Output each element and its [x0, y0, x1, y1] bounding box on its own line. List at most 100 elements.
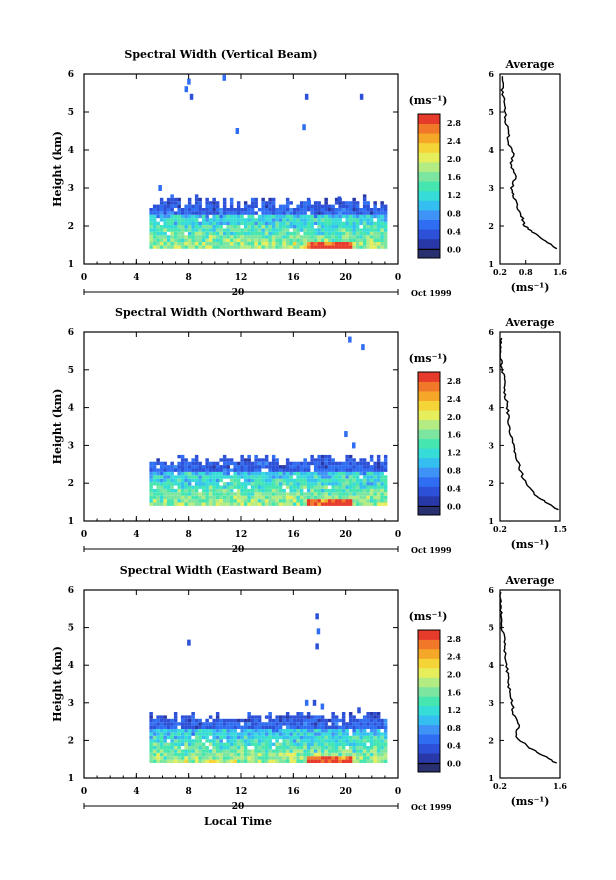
heatmap-cell	[198, 221, 202, 225]
heatmap-cell	[313, 242, 318, 246]
echo-point	[337, 196, 342, 203]
heatmap-cell	[184, 235, 188, 239]
heatmap-cell	[289, 495, 293, 500]
heatmap-cell	[250, 478, 255, 483]
heatmap-cell	[166, 735, 171, 740]
heatmap-cell	[289, 752, 293, 757]
heatmap-cell	[222, 735, 227, 740]
heatmap-cell	[292, 461, 297, 466]
heatmap-cell	[275, 742, 279, 746]
heatmap-cell	[236, 221, 241, 225]
heatmap-cell	[247, 465, 251, 469]
heatmap-cell	[205, 485, 209, 489]
heatmap-cell	[299, 715, 304, 719]
heatmap-cell	[236, 245, 241, 249]
heatmap-cell	[355, 468, 360, 472]
heatmap-cell	[159, 245, 164, 249]
heatmap-cell	[233, 475, 237, 479]
heatmap-cell	[184, 488, 188, 493]
heatmap-cell	[299, 465, 304, 469]
heatmap-cell	[205, 221, 209, 225]
heatmap-cell	[212, 742, 216, 746]
heatmap-cell	[229, 759, 234, 763]
heatmap-cell	[366, 475, 370, 479]
heatmap-cell	[194, 218, 199, 222]
heatmap-cell	[306, 752, 311, 757]
heatmap-cell	[152, 204, 157, 208]
heatmap-cell	[243, 235, 248, 239]
heatmap-cell	[257, 722, 262, 726]
heatmap-cell	[327, 235, 332, 239]
heatmap-cell	[191, 245, 195, 249]
heatmap-cell	[159, 718, 164, 723]
heatmap-cell	[222, 242, 227, 246]
heatmap-cell	[208, 242, 213, 246]
heatmap-cell	[205, 458, 209, 462]
heatmap-cell	[369, 499, 374, 503]
heatmap-cell	[163, 742, 167, 746]
heatmap-cell	[313, 495, 318, 500]
echo-point	[187, 639, 191, 646]
heatmap-cell	[194, 749, 199, 753]
heatmap-cell	[306, 478, 311, 483]
heatmap-cell	[275, 752, 279, 757]
heatmap-cell	[222, 245, 227, 249]
heatmap-cell	[348, 749, 353, 753]
heatmap-cell	[373, 739, 377, 743]
heatmap-cell	[334, 201, 339, 205]
heatmap-cell	[187, 756, 192, 760]
heatmap-cell	[250, 492, 255, 496]
heatmap-cell	[327, 238, 332, 242]
heatmap-cell	[324, 739, 328, 743]
heatmap-cell	[359, 739, 363, 743]
heatmap-cell	[341, 465, 346, 469]
heatmap-cell	[383, 739, 388, 743]
heatmap-cell	[380, 749, 384, 753]
heatmap-cell	[324, 471, 328, 476]
heatmap-cell	[324, 485, 328, 489]
heatmap-cell	[275, 231, 279, 236]
heatmap-cell	[299, 201, 304, 205]
heatmap-cell	[212, 756, 216, 760]
x-tick-label: 8	[186, 530, 192, 540]
heatmap-cell	[352, 752, 356, 757]
heatmap-cell	[310, 482, 314, 486]
heatmap-cell	[334, 242, 339, 246]
echo-point	[344, 431, 348, 438]
heatmap-cell	[184, 752, 188, 757]
heatmap-cell	[331, 465, 335, 469]
heatmap-cell	[341, 471, 346, 476]
heatmap-cell	[306, 221, 311, 225]
heatmap-cell	[201, 245, 206, 249]
y-tick-label: 2	[68, 222, 74, 232]
heatmap-cell	[236, 211, 241, 215]
heatmap-cell	[383, 495, 388, 500]
heatmap-cell	[380, 214, 384, 219]
heatmap-cell	[261, 485, 265, 489]
heatmap-cell	[362, 204, 367, 208]
heatmap-cell	[240, 739, 244, 743]
heatmap-cell	[341, 482, 346, 486]
heatmap-cell	[173, 495, 178, 500]
heatmap-cell	[159, 752, 164, 757]
heatmap-cell	[208, 722, 213, 726]
heatmap-cell	[243, 211, 248, 215]
heatmap-cell	[348, 221, 353, 225]
heatmap-cell	[191, 502, 195, 506]
heatmap-cell	[257, 208, 262, 212]
heatmap-cell	[149, 749, 153, 753]
x-tick-label: 0	[81, 530, 87, 540]
colorbar-swatch	[418, 219, 440, 230]
heatmap-cell	[156, 242, 160, 246]
heatmap-cell	[205, 725, 209, 729]
heatmap-cell	[359, 735, 363, 740]
heatmap-cell	[278, 492, 283, 496]
heatmap-cell	[299, 759, 304, 763]
heatmap-cell	[264, 485, 269, 489]
heatmap-cell	[163, 485, 167, 489]
heatmap-cell	[320, 746, 325, 750]
heatmap-cell	[149, 735, 153, 740]
heatmap-cell	[208, 482, 213, 486]
heatmap-cell	[338, 471, 342, 476]
heatmap-cell	[215, 478, 220, 483]
